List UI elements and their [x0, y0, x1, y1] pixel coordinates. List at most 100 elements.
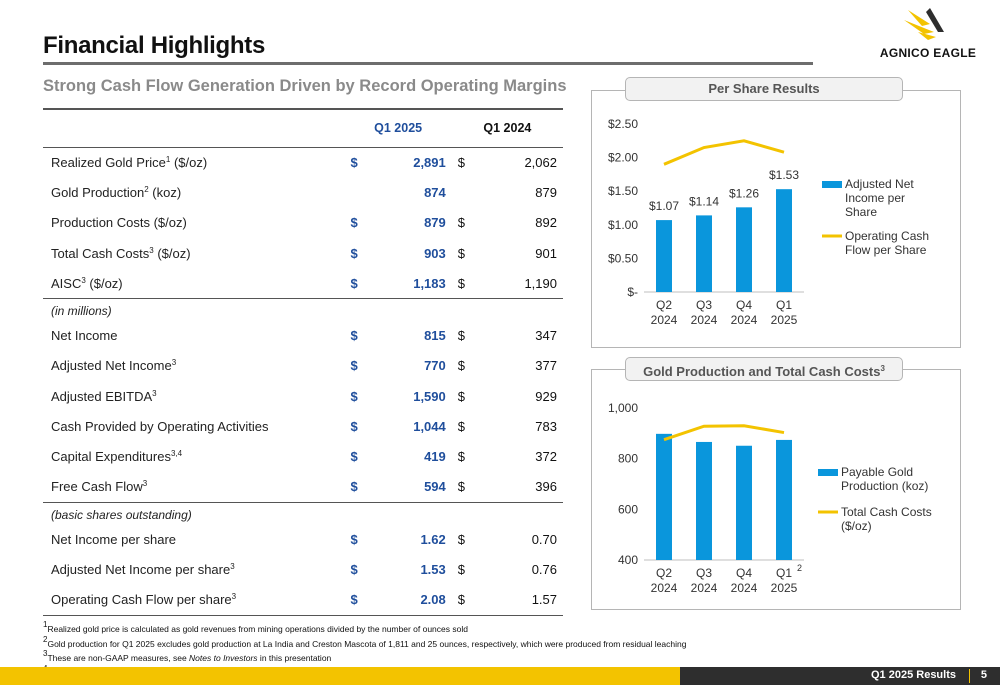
x-tick-label: Q3 [696, 298, 712, 312]
dollar-sign-q1-2024: $ [457, 328, 465, 344]
bar-data-label: $1.07 [649, 199, 679, 213]
dollar-sign-q1-2025: $ [350, 328, 358, 344]
dollar-sign-q1-2024: $ [457, 358, 465, 374]
y-tick-label: $0.50 [608, 251, 638, 265]
dollar-sign-q1-2025: $ [350, 358, 358, 374]
dollar-sign-q1-2025: $ [344, 584, 364, 616]
value-q1-2025: 874 [424, 184, 446, 200]
table-row: Production Costs ($/oz) $879 $892 [43, 208, 563, 238]
row-label: Net Income per share [51, 531, 177, 547]
footnote: 1Realized gold price is calculated as go… [43, 620, 468, 634]
row-label: Realized Gold Price1 ($/oz) [51, 154, 208, 170]
dollar-sign-q1-2025: $ [350, 388, 358, 404]
dollar-sign-q1-2025: $ [350, 419, 358, 435]
row-label: Operating Cash Flow per share3 [43, 584, 345, 616]
y-tick-label: 600 [618, 502, 638, 516]
y-tick-label: 400 [618, 553, 638, 567]
dollar-sign-q1-2024: $ [457, 215, 465, 231]
table-row: Net Income $815 $347 [43, 320, 563, 350]
x-tick-label: Q1 [776, 566, 792, 580]
value-q1-2025: 903 [424, 245, 446, 261]
row-label: Adjusted Net Income per share3 [51, 562, 235, 578]
table-header-blank [43, 108, 345, 148]
row-label: Total Cash Costs3 ($/oz) [51, 245, 191, 261]
footer-label: Q1 2025 Results [871, 669, 956, 681]
y-tick-label: 1,000 [608, 401, 638, 415]
footer-bar: Q1 2025 Results 5 [0, 667, 1000, 685]
y-tick-label: $1.50 [608, 184, 638, 198]
value-q1-2024: 377 [535, 358, 557, 374]
value-q1-2025: 1,044 [413, 419, 446, 435]
x-tick-superscript: 2 [797, 563, 802, 573]
page-number: 5 [980, 669, 987, 681]
table-row: Realized Gold Price1 ($/oz) $2,891 $2,062 [43, 147, 563, 177]
dollar-sign-q1-2024: $ [457, 531, 465, 547]
x-tick-label: Q2 [656, 566, 672, 580]
y-tick-label: 800 [618, 452, 638, 466]
y-tick-label: $2.50 [608, 117, 638, 131]
per-share-chart-panel: $- $0.50 $1.00 $1.50 $2.00 $2.50 $1.07 Q2 2024 $1… [591, 90, 961, 348]
x-tick-label: 2025 [771, 581, 798, 595]
row-label: AISC3 ($/oz) [51, 275, 123, 291]
bar-data-label: $1.53 [769, 168, 799, 182]
dollar-sign-q1-2024: $ [457, 388, 465, 404]
legend-label: Adjusted Net Income per Share [845, 177, 914, 219]
value-q1-2025: 879 [424, 215, 446, 231]
dollar-sign-q1-2025: $ [350, 479, 358, 495]
page-subtitle: Strong Cash Flow Generation Driven by Re… [43, 77, 567, 95]
gold-production-chart: 4006008001,000Q22024Q32024Q42024Q120252P… [608, 401, 932, 595]
row-label: Gold Production2 (koz) [51, 184, 182, 200]
legend-label: Payable Gold Production (koz) [841, 465, 928, 493]
row-label: Free Cash Flow3 [51, 479, 148, 495]
dollar-sign-q1-2025: $ [350, 449, 358, 465]
dollar-sign-q1-2025: $ [350, 154, 358, 170]
table-row: Adjusted Net Income per share3 $1.53 $0.76 [43, 555, 563, 585]
dollar-sign-q1-2024: $ [457, 562, 465, 578]
table-row: Adjusted EBITDA3 $1,590 $929 [43, 381, 563, 411]
value-q1-2025: 1,590 [413, 388, 446, 404]
eagle-icon [904, 8, 944, 40]
legend-label: Operating Cash Flow per Share [845, 229, 929, 257]
value-q1-2025: 770 [424, 358, 446, 374]
legend-swatch-bar [822, 181, 842, 188]
bar [656, 220, 672, 292]
table-row: Cash Provided by Operating Activities $1,… [43, 411, 563, 441]
bar [696, 441, 712, 560]
logo-text: AGNICO EAGLE [879, 46, 977, 60]
line-series [663, 424, 785, 442]
table-row: Gold Production2 (koz) 874 879 [43, 177, 563, 207]
financial-table: Q1 2025 Q1 2024 Realized Gold Price1 ($/… [43, 108, 563, 616]
dollar-sign-q1-2024: $ [457, 154, 465, 170]
dollar-sign-q1-2025: $ [350, 275, 358, 291]
value-q1-2025: 1.53 [420, 562, 446, 578]
y-tick-label: $2.00 [608, 151, 638, 165]
footnote: 3These are non-GAAP measures, see Notes … [43, 649, 332, 664]
value-q1-2024: 1,190 [524, 275, 557, 291]
value-q1-2024: 783 [535, 419, 557, 435]
value-q1-2024: 2,062 [524, 154, 557, 170]
dollar-sign-q1-2024: $ [457, 479, 465, 495]
dollar-sign-q1-2025 [345, 177, 364, 207]
per-share-chart-title: Per Share Results [625, 77, 903, 101]
y-tick-label: $- [627, 285, 638, 299]
x-tick-label: Q2 [656, 298, 672, 312]
value-q1-2025: 1,183 [413, 275, 446, 291]
gold-production-chart-title: Gold Production and Total Cash Costs3 [625, 357, 903, 381]
value-q1-2024: 901 [535, 245, 557, 261]
section-label: (basic shares outstanding) [43, 501, 563, 525]
dollar-sign-q1-2025: $ [350, 562, 358, 578]
table-section-row: (in millions) [43, 297, 563, 321]
x-tick-label: 2024 [731, 313, 758, 327]
value-q1-2024: 347 [535, 328, 557, 344]
bar [696, 215, 712, 292]
table-row: Capital Expenditures3,4 $419 $372 [43, 442, 563, 472]
line-series [663, 139, 785, 166]
bar-data-label: $1.14 [689, 194, 719, 208]
x-tick-label: 2024 [651, 581, 678, 595]
table-row: Free Cash Flow3 $594 $396 [43, 472, 563, 502]
value-q1-2025: 594 [424, 479, 446, 495]
footnote: 2Gold production for Q1 2025 excludes go… [43, 634, 687, 649]
row-label: Production Costs ($/oz) [51, 215, 187, 231]
section-label: (in millions) [43, 297, 563, 321]
col-header-q1-2024: Q1 2024 [451, 108, 563, 148]
